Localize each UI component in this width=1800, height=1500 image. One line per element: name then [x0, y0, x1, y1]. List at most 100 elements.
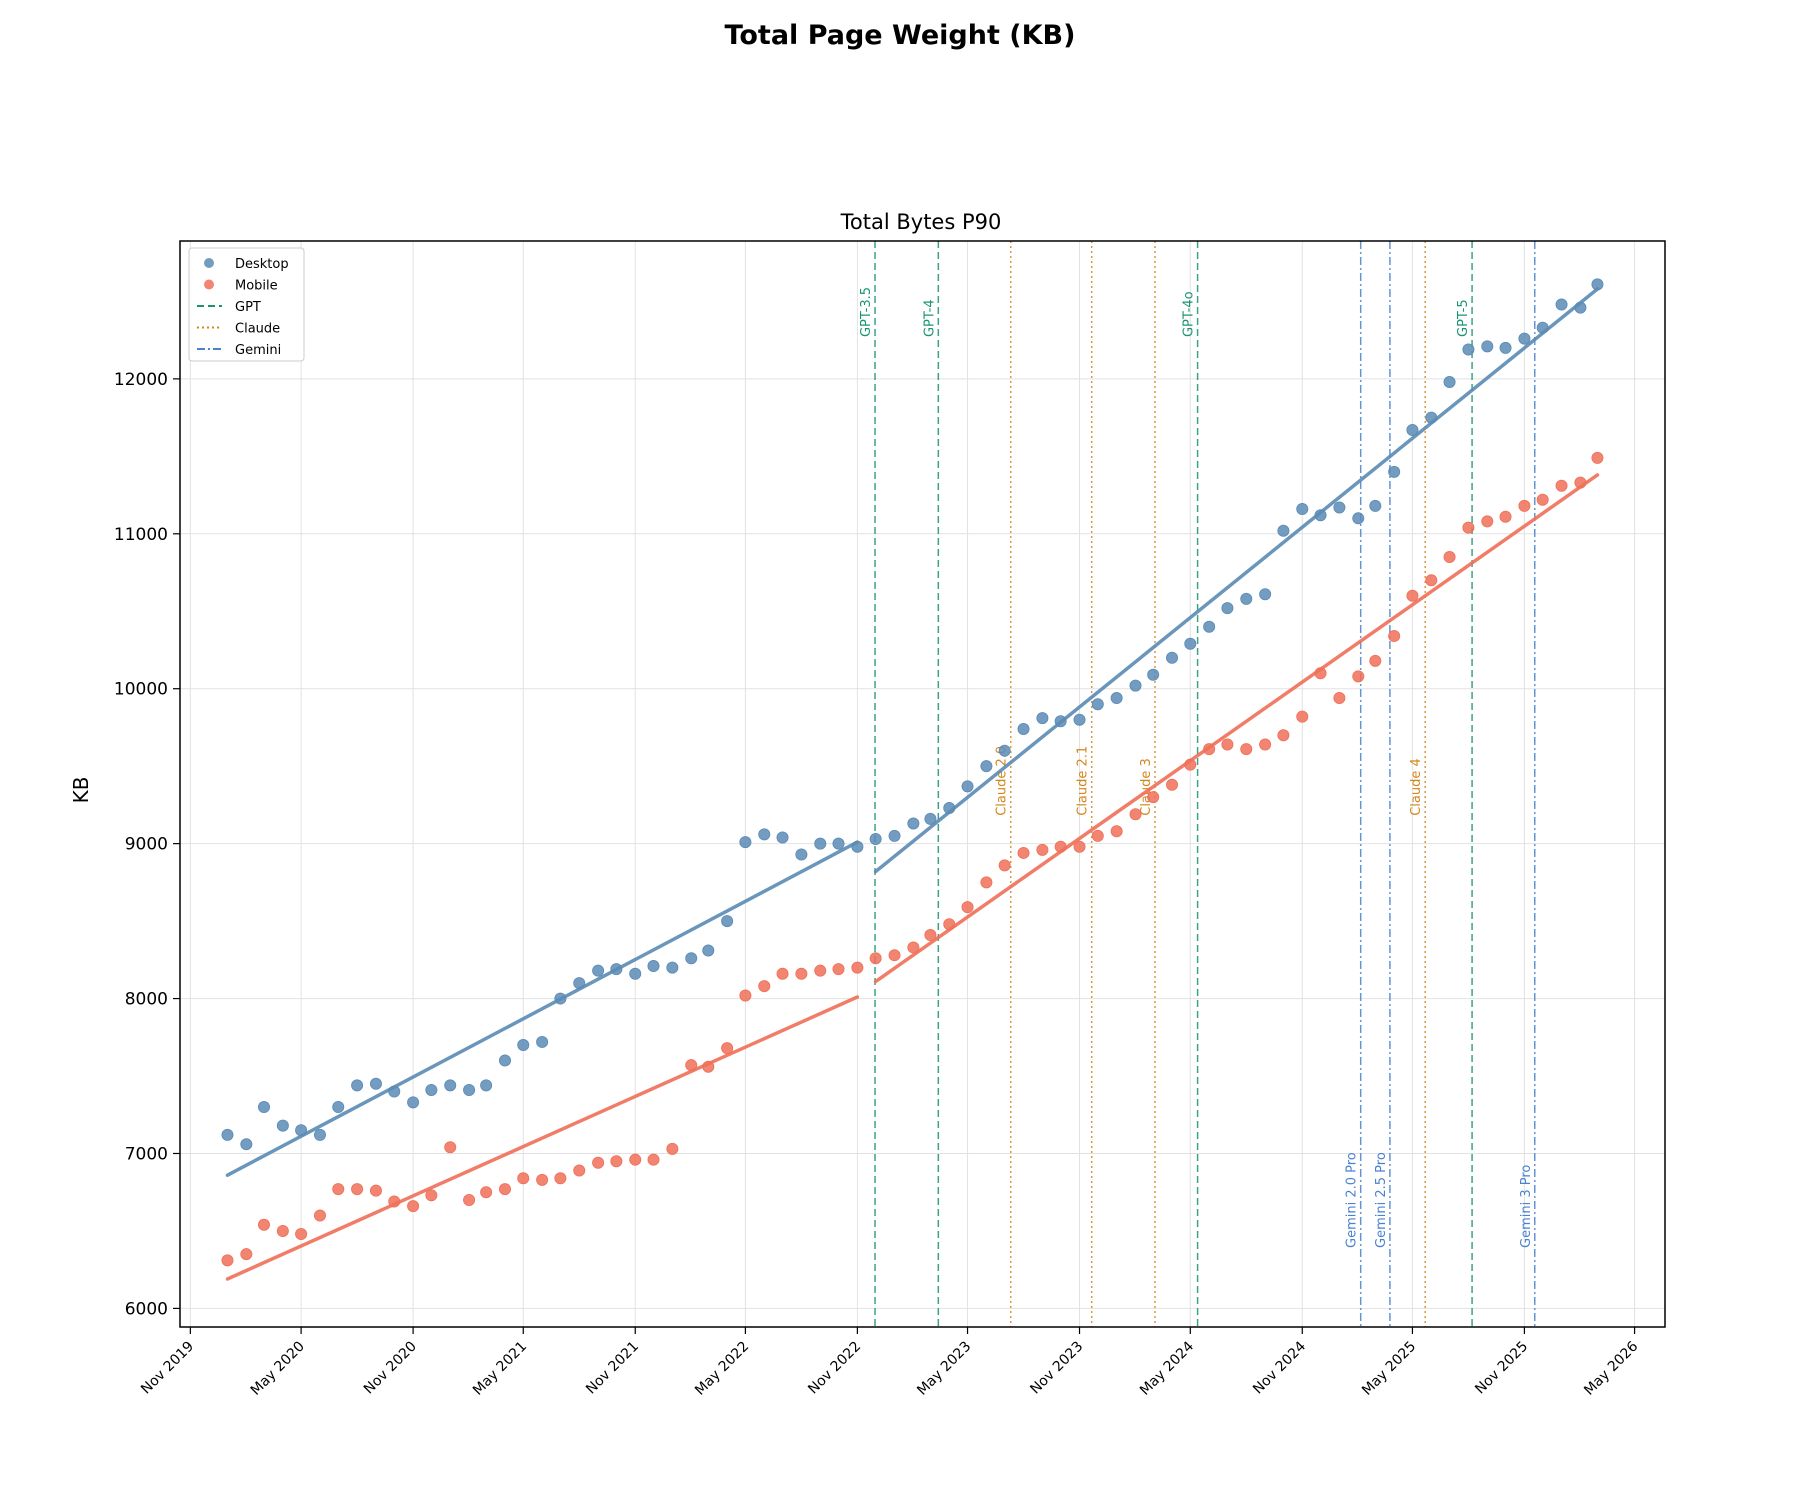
- mobile-point: [685, 1059, 698, 1072]
- desktop-point: [832, 837, 845, 850]
- desktop-point: [1462, 343, 1475, 356]
- desktop-point: [407, 1096, 420, 1109]
- x-tick-label: May 2026: [1581, 1338, 1641, 1398]
- mobile-point: [1073, 840, 1086, 853]
- desktop-point: [554, 992, 567, 1005]
- data-points-layer: [221, 278, 1604, 1267]
- mobile-point: [1369, 654, 1382, 667]
- desktop-point: [1240, 592, 1253, 605]
- mobile-point: [1184, 758, 1197, 771]
- desktop-point: [498, 1054, 511, 1067]
- y-tick-label: 11000: [114, 525, 168, 545]
- desktop-point: [869, 832, 882, 845]
- mobile-point: [257, 1218, 270, 1231]
- desktop-point: [702, 944, 715, 957]
- desktop-point: [332, 1101, 345, 1114]
- mobile-point: [1277, 729, 1290, 742]
- mobile-point: [536, 1173, 549, 1186]
- legend-label: Desktop: [235, 257, 289, 272]
- event-lines-layer: GPT-3.5 GPT-4 GPT-4o GPT-5 Claude 2.0 Claude …: [859, 241, 1536, 1327]
- x-tick-label: Nov 2025: [1472, 1339, 1531, 1398]
- legend-label: GPT: [235, 300, 261, 315]
- mobile-point: [721, 1042, 734, 1055]
- desktop-point: [1036, 712, 1049, 725]
- event-label: GPT-5: [1456, 299, 1471, 337]
- event-label: Gemini 2.0 Pro: [1345, 1152, 1360, 1248]
- x-tick-label: May 2022: [692, 1339, 752, 1399]
- mobile-point: [1333, 692, 1346, 705]
- desktop-point: [998, 744, 1011, 757]
- desktop-point: [573, 977, 586, 990]
- mobile-point: [1166, 778, 1179, 791]
- mobile-point: [1110, 825, 1123, 838]
- desktop-point: [907, 817, 920, 830]
- mobile-point: [295, 1228, 308, 1241]
- mobile-point: [1240, 743, 1253, 756]
- desktop-point: [1296, 503, 1309, 516]
- desktop-point: [721, 915, 734, 928]
- desktop-point: [425, 1083, 438, 1096]
- mobile-point: [832, 963, 845, 976]
- mobile-point: [388, 1195, 401, 1208]
- desktop-point: [1555, 298, 1568, 311]
- desktop-point: [517, 1039, 530, 1052]
- desktop-point: [851, 840, 864, 853]
- desktop-point: [1129, 679, 1142, 692]
- desktop-point: [739, 836, 752, 849]
- mobile-point: [980, 876, 993, 889]
- mobile-point: [869, 952, 882, 965]
- desktop-point: [388, 1085, 401, 1098]
- desktop-point: [1314, 509, 1327, 522]
- y-tick-label: 8000: [125, 990, 168, 1010]
- desktop-point: [1369, 499, 1382, 512]
- mobile-point: [1406, 589, 1419, 602]
- desktop-point: [814, 837, 827, 850]
- desktop-point: [1054, 715, 1067, 728]
- mobile-point: [1462, 521, 1475, 534]
- mobile-point: [1221, 738, 1234, 751]
- mobile-point: [1054, 840, 1067, 853]
- mobile-point: [1536, 493, 1549, 506]
- trend-line: [873, 473, 1600, 984]
- event-label: Claude 4: [1409, 758, 1424, 816]
- mobile-point: [924, 929, 937, 942]
- mobile-point: [1091, 829, 1104, 842]
- mobile-point: [1259, 738, 1272, 751]
- desktop-point: [1277, 524, 1290, 537]
- desktop-point: [666, 961, 679, 974]
- legend-label: Gemini: [235, 343, 281, 358]
- mobile-point: [907, 941, 920, 954]
- mobile-point: [313, 1209, 326, 1222]
- x-tick-label: May 2025: [1359, 1339, 1419, 1399]
- desktop-point: [1574, 301, 1587, 314]
- mobile-point: [647, 1153, 660, 1166]
- desktop-point: [629, 967, 642, 980]
- desktop-point: [1147, 668, 1160, 681]
- mobile-point: [1036, 843, 1049, 856]
- event-label: GPT-3.5: [859, 287, 874, 337]
- grid-layer: [180, 241, 1665, 1327]
- x-tick-label: Nov 2019: [138, 1339, 197, 1398]
- mobile-point: [610, 1155, 623, 1168]
- legend: Desktop Mobile GPT Claude Gemini: [188, 247, 305, 362]
- mobile-point: [240, 1248, 253, 1261]
- mobile-point: [1129, 808, 1142, 821]
- trend-line: [225, 995, 860, 1281]
- legend-marker: [204, 279, 214, 290]
- mobile-point: [463, 1193, 476, 1206]
- y-tick-label: 9000: [125, 835, 168, 855]
- mobile-point: [369, 1184, 382, 1197]
- desktop-point: [1443, 375, 1456, 388]
- mobile-point: [998, 859, 1011, 872]
- desktop-point: [1536, 321, 1549, 334]
- mobile-point: [776, 967, 789, 980]
- mobile-point: [1296, 710, 1309, 723]
- mobile-point: [554, 1172, 567, 1185]
- mobile-point: [351, 1183, 364, 1196]
- event-label: GPT-4o: [1182, 291, 1197, 337]
- mobile-point: [814, 964, 827, 977]
- mobile-point: [739, 989, 752, 1002]
- desktop-point: [1166, 651, 1179, 664]
- desktop-point: [592, 964, 605, 977]
- desktop-point: [795, 848, 808, 861]
